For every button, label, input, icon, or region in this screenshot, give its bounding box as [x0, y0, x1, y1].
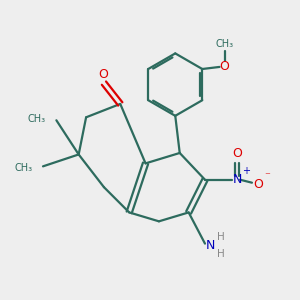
Text: N: N — [232, 172, 242, 186]
Text: O: O — [254, 178, 263, 191]
Text: ⁻: ⁻ — [264, 171, 270, 181]
Text: O: O — [220, 60, 230, 73]
Text: CH₃: CH₃ — [28, 114, 46, 124]
Text: N: N — [206, 238, 215, 252]
Text: CH₃: CH₃ — [215, 39, 234, 49]
Text: +: + — [242, 167, 250, 176]
Text: O: O — [98, 68, 108, 81]
Text: H: H — [218, 249, 225, 259]
Text: H: H — [218, 232, 225, 242]
Text: CH₃: CH₃ — [14, 163, 33, 173]
Text: O: O — [232, 147, 242, 161]
